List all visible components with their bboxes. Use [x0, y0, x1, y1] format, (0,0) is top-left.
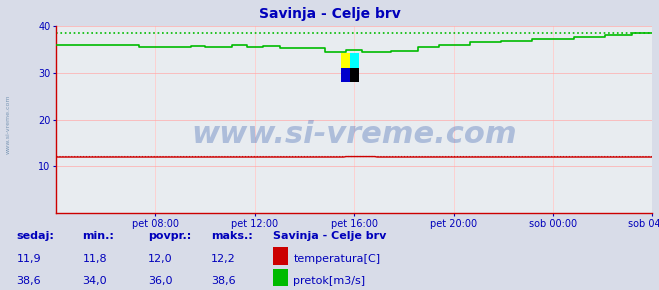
Text: 34,0: 34,0 — [82, 276, 107, 286]
Text: 36,0: 36,0 — [148, 276, 173, 286]
Text: www.si-vreme.com: www.si-vreme.com — [191, 120, 517, 149]
Bar — [341, 53, 351, 68]
Text: maks.:: maks.: — [211, 231, 252, 241]
Text: 38,6: 38,6 — [16, 276, 41, 286]
Text: Savinja - Celje brv: Savinja - Celje brv — [273, 231, 387, 241]
Text: 12,0: 12,0 — [148, 254, 173, 264]
Text: 11,8: 11,8 — [82, 254, 107, 264]
Text: min.:: min.: — [82, 231, 114, 241]
Text: sedaj:: sedaj: — [16, 231, 54, 241]
Bar — [341, 68, 351, 82]
Bar — [351, 53, 360, 68]
Text: 11,9: 11,9 — [16, 254, 41, 264]
Text: www.si-vreme.com: www.si-vreme.com — [5, 95, 11, 155]
Bar — [351, 68, 360, 82]
Text: 38,6: 38,6 — [211, 276, 235, 286]
Text: Savinja - Celje brv: Savinja - Celje brv — [258, 7, 401, 21]
Text: temperatura[C]: temperatura[C] — [293, 254, 380, 264]
Text: povpr.:: povpr.: — [148, 231, 192, 241]
Text: 12,2: 12,2 — [211, 254, 236, 264]
Text: pretok[m3/s]: pretok[m3/s] — [293, 276, 365, 286]
